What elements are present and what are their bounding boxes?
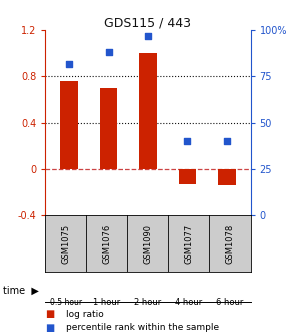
Text: 1 hour: 1 hour <box>93 298 121 307</box>
Title: GDS115 / 443: GDS115 / 443 <box>105 16 191 29</box>
Text: log ratio: log ratio <box>66 310 104 319</box>
Text: GSM1075: GSM1075 <box>62 223 70 264</box>
Text: GSM1078: GSM1078 <box>226 223 234 264</box>
Text: time  ▶: time ▶ <box>3 286 39 296</box>
Text: GSM1077: GSM1077 <box>185 223 193 264</box>
Text: 2 hour: 2 hour <box>134 298 162 307</box>
Text: ■: ■ <box>45 323 55 333</box>
Point <box>67 61 71 66</box>
Bar <box>60 81 78 169</box>
Text: ■: ■ <box>45 309 55 319</box>
Text: GSM1076: GSM1076 <box>103 223 111 264</box>
Bar <box>139 53 157 169</box>
Bar <box>178 169 196 184</box>
Bar <box>218 169 236 185</box>
Text: GSM1090: GSM1090 <box>144 223 152 264</box>
Point <box>106 50 111 55</box>
Text: 6 hour: 6 hour <box>216 298 244 307</box>
Text: percentile rank within the sample: percentile rank within the sample <box>66 323 219 332</box>
Point <box>185 138 190 144</box>
Text: 4 hour: 4 hour <box>175 298 203 307</box>
Point <box>146 33 150 39</box>
Text: 0.5 hour: 0.5 hour <box>50 298 82 307</box>
Point <box>224 138 229 144</box>
Bar <box>100 88 117 169</box>
